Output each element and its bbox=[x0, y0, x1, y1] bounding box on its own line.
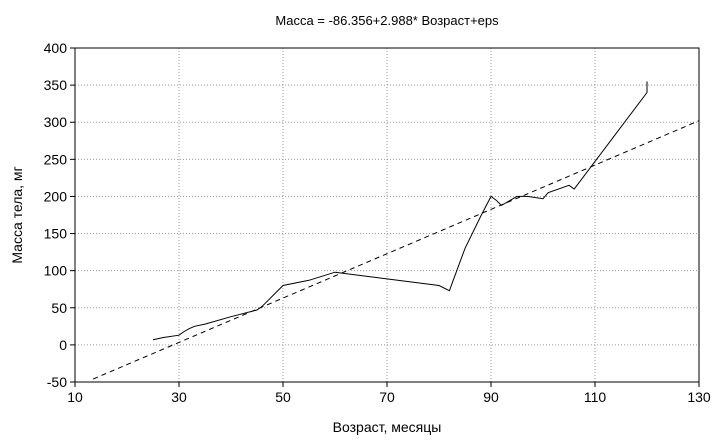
y-tick-label-6: 250 bbox=[44, 151, 68, 167]
y-tick-label-2: 50 bbox=[51, 300, 67, 316]
grid bbox=[75, 48, 699, 382]
chart-title: Масса = -86.356+2.988* Возраст+eps bbox=[275, 13, 499, 28]
x-tick-label-1: 30 bbox=[171, 389, 187, 405]
y-tick-label-7: 300 bbox=[44, 114, 68, 130]
x-axis-label: Возраст, месяцы bbox=[333, 419, 442, 435]
x-tick-label-0: 10 bbox=[67, 389, 83, 405]
y-tick-label-0: -50 bbox=[47, 374, 67, 390]
y-tick-label-8: 350 bbox=[44, 77, 68, 93]
data-line bbox=[152, 81, 648, 341]
series-layer bbox=[93, 81, 700, 380]
y-tick-label-9: 400 bbox=[44, 40, 68, 56]
plot-frame bbox=[74, 47, 700, 383]
y-tick-label-1: 0 bbox=[59, 337, 67, 353]
x-tick-label-3: 70 bbox=[379, 389, 395, 405]
y-tick-label-3: 100 bbox=[44, 263, 68, 279]
y-axis-label: Масса тела, мг bbox=[9, 166, 25, 263]
x-tick-label-6: 130 bbox=[687, 389, 711, 405]
x-tick-label-4: 90 bbox=[483, 389, 499, 405]
regression-line bbox=[93, 120, 700, 380]
tick-labels: 10 30 50 70 90 110 130 -50 0 50 100 150 200 250 300 350… bbox=[44, 40, 711, 405]
x-tick-label-5: 110 bbox=[584, 389, 607, 405]
y-tick-label-5: 200 bbox=[44, 188, 68, 204]
y-tick-label-4: 150 bbox=[44, 226, 68, 242]
x-tick-label-2: 50 bbox=[275, 389, 291, 405]
